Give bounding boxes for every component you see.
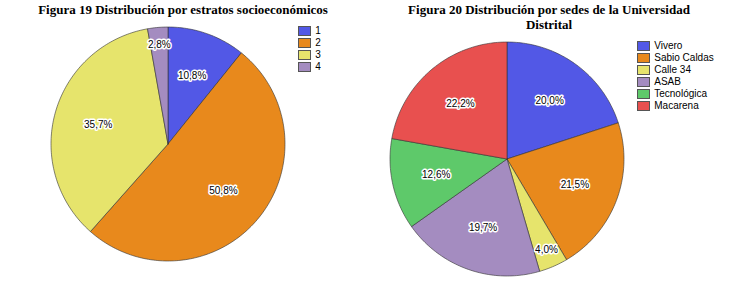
html-text:Figura 19 Distribución por est: Figura 19 Distribución por estratos soci… <box>38 2 328 17</box>
html-text:Macarena: Macarena <box>654 100 699 111</box>
html-text:1: 1 <box>315 25 321 36</box>
svg-text:19,7%: 19,7% <box>469 222 497 233</box>
html-text:2: 2 <box>315 37 321 48</box>
svg-text:22,2%: 22,2% <box>446 98 474 109</box>
html-text:Figura 20 Distribución por sed: Figura 20 Distribución por sedes de la U… <box>408 2 690 32</box>
html-text:Sabio Caldas: Sabio Caldas <box>654 52 714 63</box>
svg-text:2,8%: 2,8% <box>148 39 171 50</box>
html-text:ASAB: ASAB <box>654 76 681 87</box>
html-text:3: 3 <box>315 49 321 60</box>
svg-text:21,5%: 21,5% <box>561 179 589 190</box>
svg-text:50,8%: 50,8% <box>209 185 237 196</box>
svg-text:12,6%: 12,6% <box>422 169 450 180</box>
html-text:Calle 34: Calle 34 <box>654 64 691 75</box>
html-text:4: 4 <box>315 61 321 72</box>
html-text:Vivero: Vivero <box>654 40 683 51</box>
svg-text:10,8%: 10,8% <box>178 70 206 81</box>
svg-text:20,0%: 20,0% <box>536 95 564 106</box>
html-text:Tecnológica: Tecnológica <box>654 88 708 99</box>
svg-text:35,7%: 35,7% <box>84 119 112 130</box>
svg-text:4,0%: 4,0% <box>535 244 558 255</box>
